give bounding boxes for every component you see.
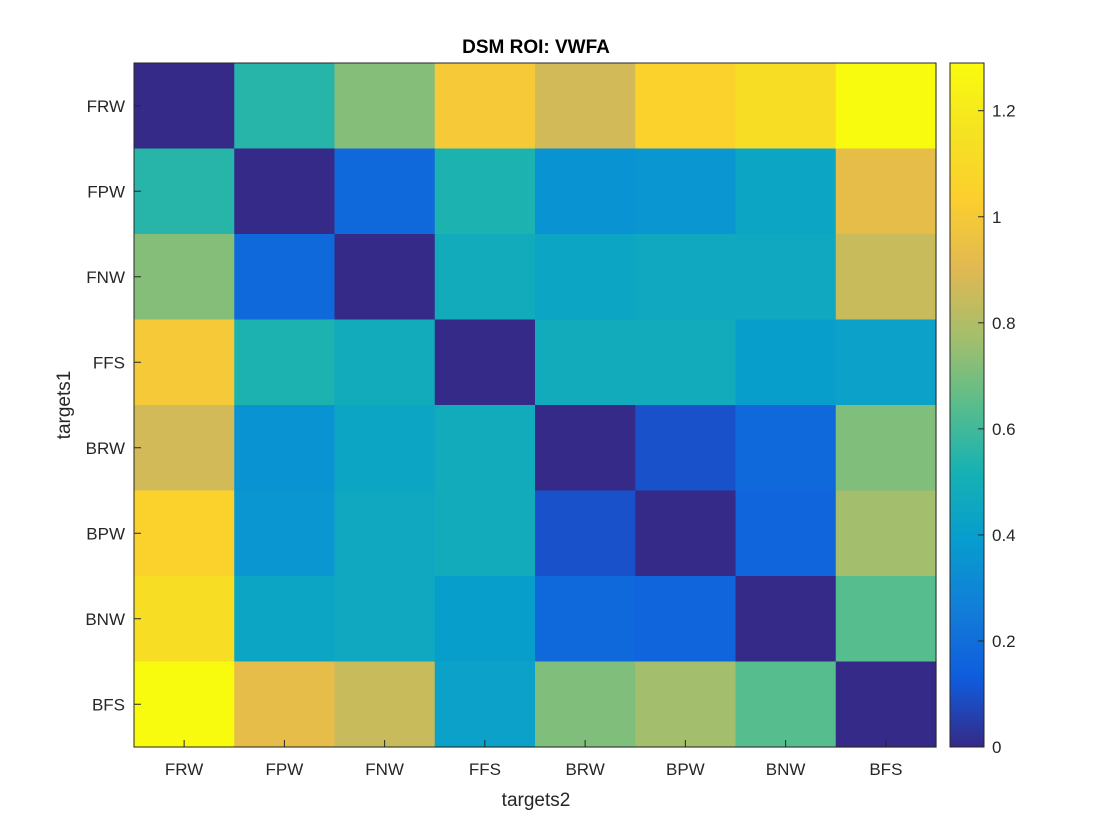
x-axis-title: targets2 [502,790,571,811]
heatmap-cell-BFS-FNW [334,661,436,748]
x-tick-label: FPW [265,760,303,779]
x-tick-label: BPW [666,760,705,779]
y-axis-title: targets1 [54,371,75,440]
colorbar-tick-label: 0.2 [992,632,1016,651]
heatmap-cell-FFS-BFS [835,319,937,406]
x-tick-label: FNW [365,760,404,779]
heatmap-cells [134,63,937,748]
x-tick-label: BFS [869,760,902,779]
heatmap-cell-FPW-FPW [234,148,336,235]
y-tick-label: FNW [86,268,125,287]
y-tick-label: BNW [85,610,125,629]
x-axis: FRW FPW FNW FFS BRW BPW BNW BFS [165,740,902,779]
heatmap-cell-BRW-BRW [535,405,636,492]
heatmap-cell-BPW-BNW [735,490,837,577]
heatmap-cell-BRW-FRW [134,405,235,492]
chart-title: DSM ROI: VWFA [462,37,610,58]
heatmap-cell-BNW-BRW [535,576,636,663]
heatmap-cell-BPW-FPW [234,490,336,577]
x-tick-label: FFS [469,760,501,779]
heatmap-cell-FPW-FFS [434,148,536,235]
heatmap-cell-FNW-FNW [334,234,436,321]
heatmap-cell-FRW-FRW [134,63,235,150]
heatmap-cell-BNW-FFS [434,576,536,663]
heatmap-cell-FFS-FFS [434,319,536,406]
heatmap-cell-FNW-BFS [835,234,937,321]
colorbar-tick-label: 0.8 [992,314,1016,333]
heatmap-cell-FPW-BRW [535,148,636,235]
heatmap-cell-FFS-BPW [635,319,737,406]
colorbar-tick-label: 0.6 [992,420,1016,439]
heatmap-cell-BFS-BFS [835,661,937,748]
heatmap-cell-BNW-FNW [334,576,436,663]
plot-frame [133,62,937,748]
heatmap-cell-FPW-FRW [134,148,235,235]
x-tick-label: BNW [766,760,806,779]
heatmap-cell-FPW-BFS [835,148,937,235]
colorbar-tick-label: 0.4 [992,526,1016,545]
heatmap-cell-FNW-BPW [635,234,737,321]
heatmap-cell-BPW-FNW [334,490,436,577]
colorbar-tick-label: 1.2 [992,102,1016,121]
heatmap-cell-FRW-BRW [535,63,636,150]
y-tick-label: BPW [86,524,125,543]
colorbar-tick-label: 1 [992,208,1001,227]
heatmap-cell-FFS-FPW [234,319,336,406]
heatmap-cell-FRW-BNW [735,63,837,150]
heatmap-cell-FNW-BNW [735,234,837,321]
heatmap-cell-FRW-FNW [334,63,436,150]
heatmap-cell-BFS-FFS [434,661,536,748]
y-axis: FRW FPW FNW FFS BRW BPW BNW BFS [85,97,141,714]
y-tick-label: BFS [92,695,125,714]
heatmap-cell-BPW-BFS [835,490,937,577]
y-tick-label: FPW [87,182,125,201]
heatmap-cell-FPW-BNW [735,148,837,235]
heatmap-cell-BFS-FPW [234,661,336,748]
heatmap-cell-BRW-FFS [434,405,536,492]
heatmap-cell-FNW-BRW [535,234,636,321]
x-tick-label: FRW [165,760,203,779]
heatmap-cell-FFS-FRW [134,319,235,406]
colorbar-gradient [949,62,985,748]
heatmap-cell-FPW-BPW [635,148,737,235]
heatmap-cell-BPW-BRW [535,490,636,577]
heatmap-cell-FRW-FFS [434,63,536,150]
heatmap-cell-BNW-BFS [835,576,937,663]
colorbar: 0 0.2 0.4 0.6 0.8 1 1.2 [949,62,1016,757]
x-tick-label: BRW [565,760,604,779]
heatmap-cell-BPW-FFS [434,490,536,577]
heatmap-cell-FRW-BFS [835,63,937,150]
heatmap-cell-FPW-FNW [334,148,436,235]
heatmap-cell-BFS-FRW [134,661,235,748]
heatmap-cell-FNW-FPW [234,234,336,321]
y-tick-label: BRW [86,439,125,458]
heatmap-cell-FFS-FNW [334,319,436,406]
heatmap-cell-BNW-BPW [635,576,737,663]
heatmap-cell-BRW-FNW [334,405,436,492]
heatmap-cell-BRW-FPW [234,405,336,492]
heatmap-cell-BPW-BPW [635,490,737,577]
heatmap-cell-FNW-FFS [434,234,536,321]
heatmap-cell-BNW-BNW [735,576,837,663]
heatmap-cell-FNW-FRW [134,234,235,321]
heatmap-cell-BPW-FRW [134,490,235,577]
heatmap-cell-BRW-BNW [735,405,837,492]
heatmap-cell-BRW-BFS [835,405,937,492]
heatmap-cell-FFS-BNW [735,319,837,406]
heatmap-cell-BFS-BRW [535,661,636,748]
y-tick-label: FFS [93,353,125,372]
y-tick-label: FRW [87,97,125,116]
heatmap-cell-BNW-FRW [134,576,235,663]
heatmap-cell-BNW-FPW [234,576,336,663]
heatmap-cell-FRW-FPW [234,63,336,150]
colorbar-tick-label: 0 [992,738,1001,757]
heatmap-cell-BFS-BPW [635,661,737,748]
heatmap-cell-FRW-BPW [635,63,737,150]
heatmap-cell-BRW-BPW [635,405,737,492]
heatmap-cell-FFS-BRW [535,319,636,406]
heatmap-cell-BFS-BNW [735,661,837,748]
